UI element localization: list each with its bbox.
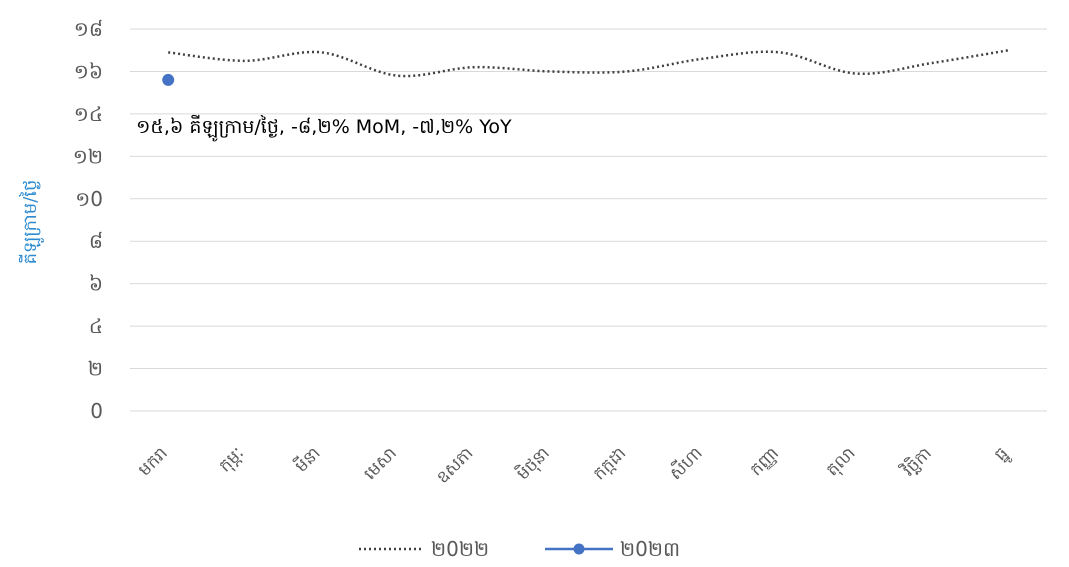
series-layer [162, 48, 1009, 86]
x-tick-label: ធ្នូ [991, 443, 1015, 467]
y-tick-label: ១៨ [74, 17, 103, 41]
y-tick-label: ១0 [75, 187, 103, 211]
y-axis-ticks: 0 ២ ៤ ៦ ៨ ១0 ១២ ១៤ ១៦ ១៨ [73, 17, 103, 423]
x-tick-label: សីហា [664, 442, 706, 484]
y-tick-label: ៦ [89, 272, 103, 296]
y-tick-label: ៤ [89, 314, 103, 338]
x-tick-label: កញ្ញា [746, 443, 783, 480]
gridlines [130, 28, 1047, 412]
series-2023-point [162, 73, 175, 86]
series-2022-line [168, 48, 1009, 78]
y-tick-label: ១៦ [74, 59, 103, 83]
x-tick-label: កុម្ភៈ [215, 443, 249, 477]
legend: ២0២២ ២0២៣ [359, 537, 680, 561]
y-tick-label: ៨ [89, 229, 103, 253]
x-tick-label: វិច្ឆិកា [896, 442, 936, 482]
x-tick-label: តុលា [822, 443, 860, 481]
x-tick-label: មីនា [290, 442, 325, 477]
y-tick-label: ១២ [73, 144, 103, 168]
y-tick-label: ១៤ [74, 102, 103, 126]
x-tick-label: មេសា [360, 443, 401, 484]
y-tick-label: 0 [90, 399, 103, 423]
x-tick-label: មិថុនា [512, 442, 555, 485]
annotation-label: ១៥,៦ គីឡូក្រាម/ថ្ងៃ, -៨,២% MoM, -៧,២% Yo… [136, 114, 512, 142]
legend-2023-label: ២0២៣ [620, 537, 680, 561]
x-tick-label: កក្កដា [589, 443, 630, 484]
legend-2022-label: ២0២២ [431, 537, 489, 561]
legend-2023-marker [573, 543, 585, 555]
x-axis-ticks: មករា កុម្ភៈ មីនា មេសា ឧសភា មិថុនា កក្កដា សីហា កញ… [135, 442, 1015, 488]
x-tick-label: មករា [135, 443, 172, 480]
x-tick-label: ឧសភា [433, 443, 478, 488]
y-axis-label: គីឡូក្រាម/ថ្ងៃ [18, 180, 44, 265]
y-tick-label: ២ [88, 357, 103, 381]
